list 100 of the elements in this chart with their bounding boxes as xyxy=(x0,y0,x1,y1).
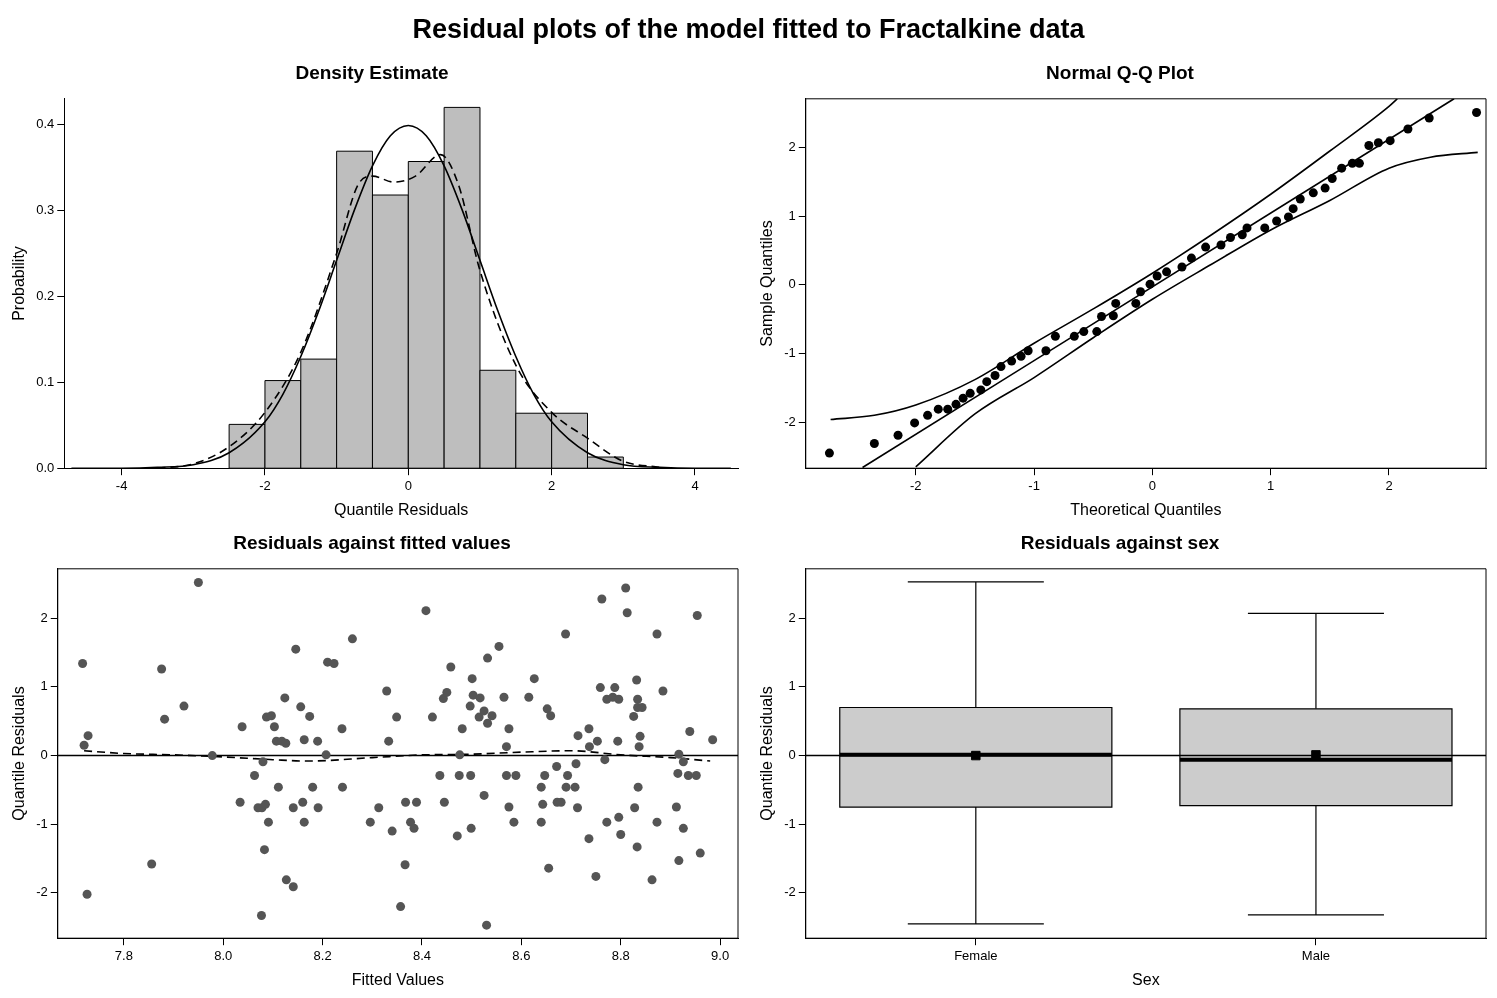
x-axis-title: Sex xyxy=(1132,970,1160,988)
point xyxy=(910,418,920,428)
y-tick-label: -2 xyxy=(784,413,796,429)
point xyxy=(1272,216,1282,226)
x-axis-title: Theoretical Quantiles xyxy=(1070,500,1222,518)
point xyxy=(943,404,953,414)
y-tick-label: -2 xyxy=(36,884,48,900)
point xyxy=(1097,311,1107,321)
y-tick-label: 1 xyxy=(788,678,796,694)
point xyxy=(869,438,879,448)
point xyxy=(1136,287,1146,297)
x-tick-label: -2 xyxy=(910,477,922,493)
point xyxy=(1069,331,1079,341)
x-tick-label: 1 xyxy=(1267,477,1275,493)
x-tick-label: 8.0 xyxy=(214,947,233,963)
point xyxy=(965,388,975,398)
point xyxy=(1111,298,1121,308)
point xyxy=(1242,223,1252,233)
x-tick-label: 8.4 xyxy=(412,947,432,963)
x-tick-label: 2 xyxy=(1385,477,1393,493)
point xyxy=(1162,267,1172,277)
point xyxy=(1295,194,1305,204)
x-tick-label: 0 xyxy=(1148,477,1156,493)
x-tick-label: 7.8 xyxy=(114,947,133,963)
point xyxy=(1472,108,1482,118)
x-tick-label: 8.6 xyxy=(512,947,531,963)
x-tick-label: -4 xyxy=(115,477,128,493)
x-tick-label: Female xyxy=(954,947,998,963)
point xyxy=(1177,262,1187,272)
y-tick-label: 0.2 xyxy=(36,287,55,303)
point xyxy=(1145,279,1155,289)
point xyxy=(1092,327,1102,337)
point xyxy=(1320,183,1330,193)
point xyxy=(1007,356,1017,366)
point xyxy=(1283,212,1293,222)
y-tick-label: 0.3 xyxy=(36,202,55,218)
point xyxy=(893,430,903,440)
point xyxy=(1373,138,1383,148)
y-tick-label: 0.4 xyxy=(36,116,55,132)
y-axis-title: Probability xyxy=(10,246,28,321)
point xyxy=(1337,163,1347,173)
text: Residual plots of the model fitted to Fractalkine data xyxy=(411,12,1086,46)
point xyxy=(1041,346,1051,356)
x-tick-label: 9.0 xyxy=(711,947,730,963)
point xyxy=(1260,223,1270,233)
chart-title: Residuals against fitted values xyxy=(233,531,511,553)
y-tick-label: 0 xyxy=(788,276,796,292)
y-tick-label: 2 xyxy=(40,609,48,625)
point xyxy=(958,393,968,403)
point xyxy=(933,404,943,414)
point xyxy=(1308,188,1318,198)
point xyxy=(1016,351,1026,361)
point xyxy=(951,399,961,409)
x-tick-label: -2 xyxy=(259,477,271,493)
point xyxy=(1023,346,1033,356)
point xyxy=(1186,253,1196,263)
y-tick-label: -1 xyxy=(784,815,796,831)
point xyxy=(1424,113,1434,123)
x-tick-label: 8.2 xyxy=(313,947,332,963)
point xyxy=(1225,233,1235,242)
y-axis-title: Sample Quantiles xyxy=(758,220,776,347)
y-tick-label: 1 xyxy=(788,207,796,223)
point xyxy=(1216,240,1226,250)
chart-title: Normal Q-Q Plot xyxy=(1046,61,1195,83)
x-tick-label: 8.8 xyxy=(611,947,630,963)
x-tick-label: 0 xyxy=(404,477,412,493)
x-tick-label: -1 xyxy=(1028,477,1040,493)
y-tick-label: 0 xyxy=(40,747,48,763)
y-tick-label: 0 xyxy=(788,747,796,763)
point xyxy=(1288,204,1298,214)
x-tick-label: 4 xyxy=(691,477,699,493)
y-tick-label: 0.0 xyxy=(36,459,55,475)
point xyxy=(824,448,834,458)
point xyxy=(1403,124,1413,134)
y-tick-label: -1 xyxy=(784,345,796,361)
x-axis-title: Fitted Values xyxy=(351,970,444,988)
point xyxy=(1237,230,1247,240)
point xyxy=(923,410,933,420)
chart-title: Residuals against sex xyxy=(1020,531,1220,553)
y-axis-title: Quantile Residuals xyxy=(758,686,776,821)
y-tick-label: 2 xyxy=(788,139,796,155)
y-tick-label: 2 xyxy=(788,609,796,625)
point xyxy=(1152,271,1162,281)
point xyxy=(996,362,1006,372)
y-axis-title: Quantile Residuals xyxy=(10,686,28,821)
y-tick-label: 1 xyxy=(40,678,48,694)
x-tick-label: 2 xyxy=(548,477,556,493)
point xyxy=(976,385,986,395)
x-axis-title: Quantile Residuals xyxy=(333,500,469,518)
y-tick-label: -2 xyxy=(784,884,796,900)
point xyxy=(1385,136,1395,146)
x-tick-label: Male xyxy=(1301,947,1331,963)
y-tick-label: -1 xyxy=(36,815,48,831)
point xyxy=(1327,173,1337,183)
point xyxy=(982,377,992,387)
y-tick-label: 0.1 xyxy=(36,373,55,389)
chart-title: Density Estimate xyxy=(295,61,449,83)
point xyxy=(990,371,1000,381)
point xyxy=(1131,298,1141,308)
point xyxy=(1108,311,1118,321)
